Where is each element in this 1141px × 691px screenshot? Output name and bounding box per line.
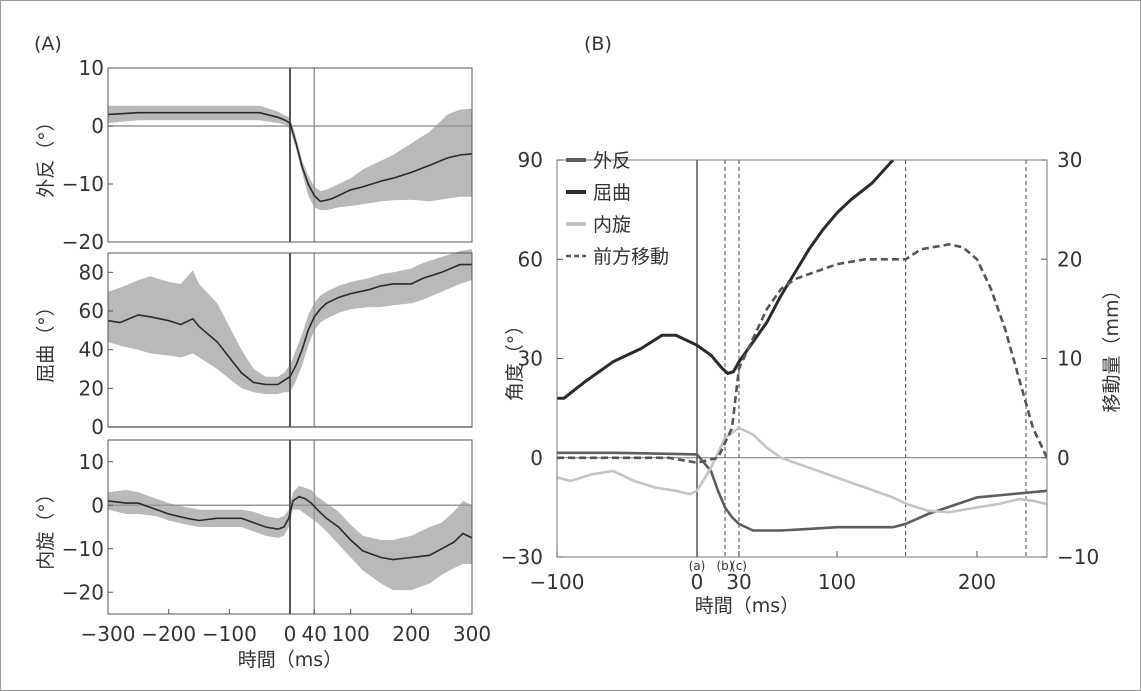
y-tick-label-b-2: 30 <box>518 347 543 371</box>
legend-label-3: 内旋 <box>593 214 631 236</box>
sd-band-a1 <box>108 105 472 211</box>
axes-box-a2 <box>107 252 473 428</box>
x-tick-label-a-1: −200 <box>141 622 196 646</box>
y-tick-label-a2-2: 40 <box>79 338 104 362</box>
panel-a-label: (A) <box>34 33 62 55</box>
legend-label-4: 前方移動 <box>593 246 669 268</box>
y-tick-label-a3-1: −10 <box>62 537 104 561</box>
legend-label-2: 屈曲 <box>593 182 631 204</box>
axes-box-a1 <box>107 67 473 243</box>
y-tick-label-a1-2: 0 <box>91 114 104 138</box>
y-tick-label-a2-4: 80 <box>79 260 104 284</box>
y-label-a3: 内旋（°） <box>35 484 57 570</box>
series-line-b-4 <box>557 243 1047 465</box>
mean-line-a1 <box>107 111 473 203</box>
y-label-a2: 屈曲（°） <box>35 297 57 383</box>
y-tick-label-a3-2: 0 <box>91 493 104 517</box>
mean-line-a2 <box>107 263 472 386</box>
y-tick-label-a1-0: −20 <box>62 230 104 254</box>
legend-label-1: 外反 <box>593 150 631 172</box>
y-tick-label-a2-1: 20 <box>79 376 104 400</box>
event-label-b-0: (a) <box>689 559 706 573</box>
series-line-b-2 <box>557 160 895 400</box>
x-tick-label-a-5: 100 <box>332 622 370 646</box>
series-line-b-3 <box>557 426 1047 514</box>
event-label-b-2: (c) <box>731 559 747 573</box>
x-tick-label-b-2: 30 <box>726 570 751 594</box>
y-label-b: 角度（°） <box>504 316 526 402</box>
event-label-b-1: (b) <box>717 559 734 573</box>
series-line-b-1 <box>557 451 1047 532</box>
y2-tick-label-b-2: 10 <box>1057 347 1082 371</box>
mean-line-a3 <box>107 495 473 561</box>
y-tick-label-b-0: −30 <box>501 545 543 569</box>
y-tick-label-b-4: 90 <box>518 148 543 172</box>
x-label-a: 時間（ms） <box>238 649 342 671</box>
y2-tick-label-b-0: −10 <box>1057 545 1099 569</box>
x-tick-label-a-6: 200 <box>392 622 430 646</box>
x-tick-label-b-4: 200 <box>958 570 996 594</box>
y-tick-label-a1-3: 10 <box>79 56 104 80</box>
y-tick-label-a3-3: 10 <box>79 450 104 474</box>
x-tick-label-b-3: 100 <box>818 570 856 594</box>
y2-tick-label-b-1: 0 <box>1057 446 1070 470</box>
y2-tick-label-b-4: 30 <box>1057 148 1082 172</box>
x-tick-label-a-3: 0 <box>284 622 297 646</box>
x-tick-label-a-4: 40 <box>302 622 327 646</box>
y-tick-label-a3-0: −20 <box>62 580 104 604</box>
x-label-b: 時間（ms） <box>695 595 799 617</box>
y-label-a1: 外反（°） <box>35 112 57 198</box>
y-tick-label-a2-3: 60 <box>79 299 104 323</box>
x-tick-label-a-7: 300 <box>453 622 491 646</box>
x-tick-label-a-2: −100 <box>202 622 257 646</box>
x-tick-label-b-1: 0 <box>691 570 704 594</box>
y2-tick-label-b-3: 20 <box>1057 247 1082 271</box>
sd-band-a3 <box>108 485 472 591</box>
y-tick-label-b-1: 0 <box>530 446 543 470</box>
y-tick-label-b-3: 60 <box>518 247 543 271</box>
x-tick-label-b-0: −100 <box>530 570 585 594</box>
panel-b-label: (B) <box>584 33 612 55</box>
x-tick-label-a-0: −300 <box>81 622 136 646</box>
y-tick-label-a2-0: 0 <box>91 415 104 439</box>
y-tick-label-a1-1: −10 <box>62 172 104 196</box>
y2-label-b: 移動量（mm） <box>1101 280 1123 412</box>
